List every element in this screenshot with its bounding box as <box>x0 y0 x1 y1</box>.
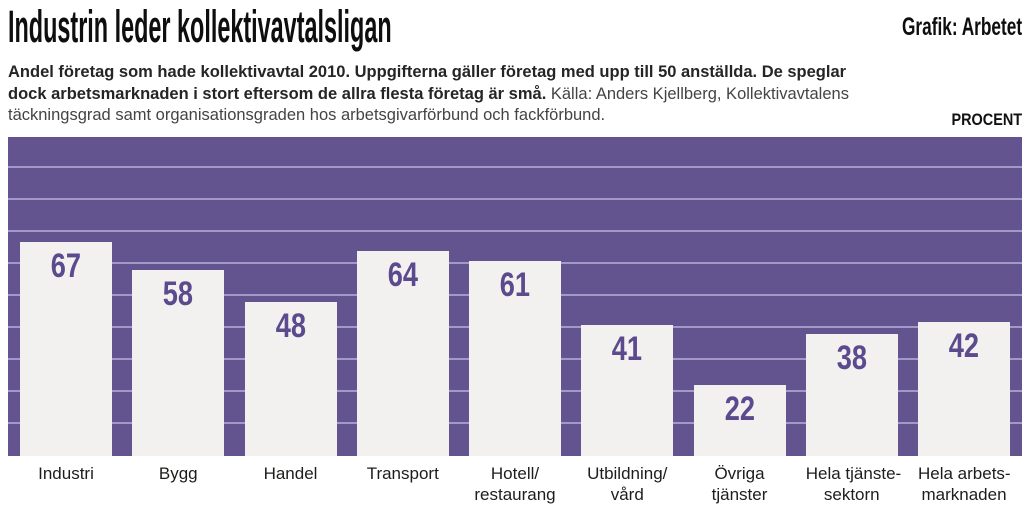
bar-industri: 67 <box>20 241 112 456</box>
bar-handel: 48 <box>244 302 337 456</box>
category-label-hela-tjänste: Hela tjänste- sektorn <box>805 463 902 504</box>
bar-value-utbildning: 41 <box>612 329 643 368</box>
category-label-hotell: Hotell/ restaurang <box>474 463 556 504</box>
gridline-90 <box>8 166 1022 169</box>
category-label-bygg: Bygg <box>158 463 198 483</box>
bar-hela-arbets: 42 <box>918 321 1010 456</box>
bar-value-hela-tjänste: 38 <box>836 339 867 378</box>
category-label-handel: Handel <box>263 463 318 483</box>
bar-bygg: 58 <box>132 270 225 456</box>
bar-value-industri: 67 <box>50 246 82 285</box>
gridline-80 <box>8 198 1022 201</box>
bar-value-hotell: 61 <box>499 265 531 304</box>
category-label-industri: Industri <box>38 463 94 483</box>
bars-container: 67 58 48 64 61 41 22 38 42 <box>8 137 1022 456</box>
description-text: Andel företag som hade kollektivavtal 20… <box>8 63 847 103</box>
bar-value-handel: 48 <box>275 307 306 346</box>
bar-utbildning: 41 <box>581 324 674 456</box>
category-label-utbildning: Utbildning/ vård <box>587 463 668 504</box>
unit-label: PROCENT <box>951 109 1022 129</box>
bar-value-hela-arbets: 42 <box>948 326 980 365</box>
bar-value-transport: 64 <box>387 256 418 295</box>
bar-chart-plot-area: 67 58 48 64 61 41 22 38 42 <box>8 136 1022 456</box>
category-labels-row: Industri Bygg Handel Transport Hotell/ resta… <box>8 456 1022 505</box>
credit-wrap: Grafik: Arbetet <box>848 12 1022 42</box>
source-text: Källa: Anders Kjellberg, Kollektivavtale… <box>8 84 849 125</box>
page-title-wrap: Industrin leder kollektivavtalsligan <box>8 1 746 52</box>
header: Industrin leder kollektivavtalsligan Gra… <box>8 0 1022 56</box>
bar-value-bygg: 58 <box>163 275 194 314</box>
page-title: Industrin leder kollektivavtalsligan <box>8 1 392 52</box>
chart-description: Andel företag som hade kollektivavtal 20… <box>8 62 870 127</box>
category-label-övriga: Övriga tjänster <box>711 463 768 504</box>
bar-övriga: 22 <box>693 385 786 456</box>
gridline-70 <box>8 230 1022 233</box>
category-label-hela-arbets: Hela arbets- marknaden <box>918 463 1011 504</box>
category-label-transport: Transport <box>366 463 439 483</box>
bar-transport: 64 <box>356 251 449 456</box>
graphic-credit: Grafik: Arbetet <box>901 13 1022 41</box>
bar-hotell: 61 <box>469 260 561 456</box>
bar-value-övriga: 22 <box>724 390 755 429</box>
bar-hela-tjänste: 38 <box>805 334 898 456</box>
unit-label-row: PROCENT <box>8 109 1022 129</box>
